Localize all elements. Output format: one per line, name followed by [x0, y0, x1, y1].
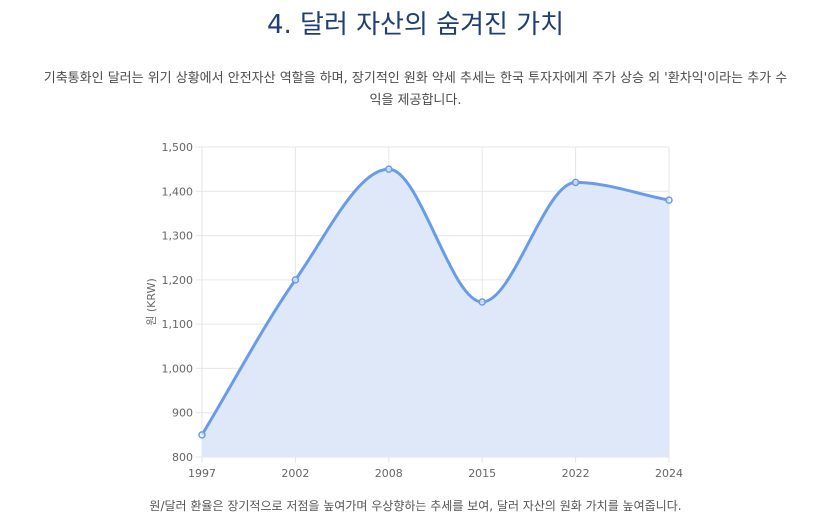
intro-line-1: 기축통화인 달러는 위기 상황에서 안전자산 역할을 하며, 장기적인 원화 약…	[43, 71, 788, 86]
x-tick-label: 2008	[375, 467, 403, 480]
chart-caption: 원/달러 환율은 장기적으로 저점을 높여가며 우상향하는 추세를 보여, 달러…	[149, 499, 682, 513]
y-tick-label: 1,400	[162, 185, 194, 198]
series-area	[202, 169, 669, 457]
intro-line-2: 익을 제공합니다.	[369, 93, 462, 108]
y-tick-label: 800	[172, 451, 193, 464]
data-point	[571, 178, 580, 187]
y-tick-label: 1,500	[162, 141, 194, 154]
x-tick-label: 2022	[562, 467, 590, 480]
data-point	[478, 298, 486, 306]
data-point	[385, 165, 393, 173]
intro-text: 기축통화인 달러는 위기 상황에서 안전자산 역할을 하며, 장기적인 원화 약…	[0, 68, 831, 112]
data-point	[198, 431, 206, 439]
data-point	[291, 276, 300, 284]
exchange-rate-chart: 800 900 1,000 1,100 1,200 1,300 1,400 1,500 1997…	[0, 130, 831, 480]
y-tick-label: 1,300	[162, 230, 194, 243]
page-title: 4. 달러 자산의 숨겨진 가치	[266, 10, 565, 40]
x-tick-label: 2015	[468, 467, 496, 480]
y-tick-label: 1,100	[162, 318, 194, 331]
y-tick-label: 1,200	[162, 274, 194, 287]
chart-svg: 800 900 1,000 1,100 1,200 1,300 1,400 1,500 1997…	[145, 141, 683, 480]
x-tick-label: 2024	[655, 467, 683, 480]
y-tick-label: 1,000	[162, 362, 194, 375]
x-tick-label: 1997	[188, 467, 216, 480]
y-tick-label: 900	[172, 407, 193, 420]
y-axis-title: 원 (KRW)	[145, 278, 158, 326]
data-point	[665, 196, 673, 204]
x-tick-label: 2002	[281, 467, 309, 480]
